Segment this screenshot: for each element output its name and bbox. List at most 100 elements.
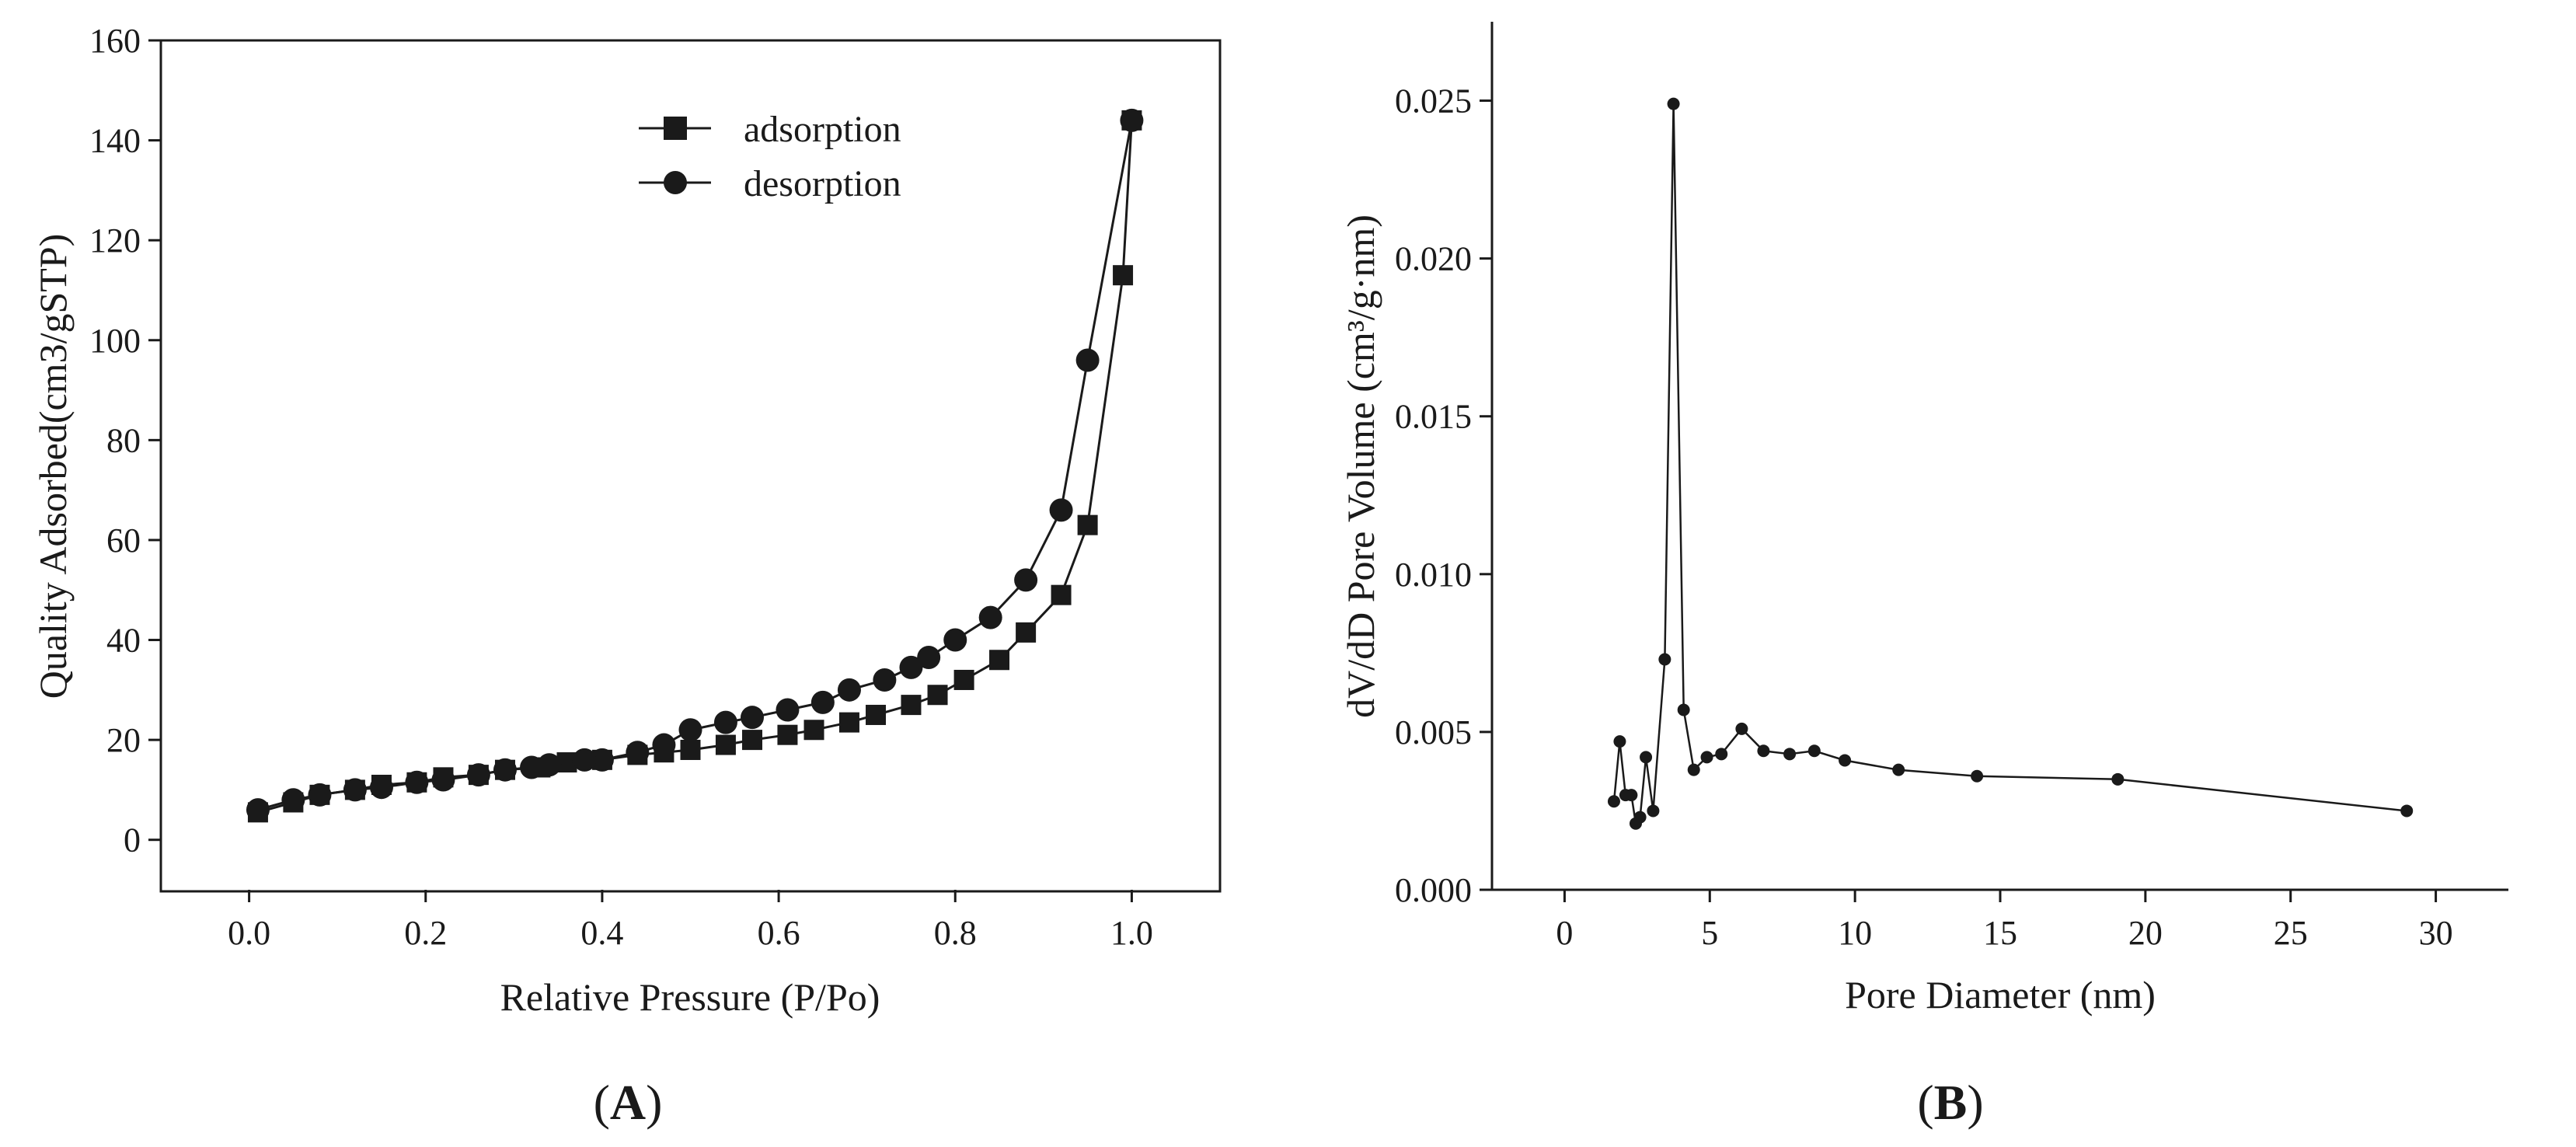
y-tick-label: 20 (106, 721, 141, 759)
data-point-pore-size-distribution (1633, 811, 1647, 824)
data-point-desorption (978, 605, 1002, 629)
data-point-desorption (405, 770, 429, 794)
panel-a-label: (A) (594, 1075, 663, 1130)
x-tick-label: 1.0 (1110, 914, 1153, 952)
data-point-adsorption (742, 730, 763, 751)
series-line-adsorption (257, 120, 1133, 814)
data-point-desorption (943, 628, 967, 652)
data-point-desorption (1014, 568, 1038, 592)
data-point-desorption (246, 798, 270, 822)
x-tick-label: 0.4 (580, 914, 623, 952)
panel-b-pore-distribution-chart: 0 5 10 15 20 25 30 0.0000.0050.0100.0150.0200.… (1339, 22, 2508, 1130)
x-tick-label: 5 (1701, 914, 1718, 952)
data-point-adsorption (927, 685, 948, 706)
data-point-pore-size-distribution (1735, 722, 1748, 735)
data-point-desorption (308, 783, 332, 807)
data-point-adsorption (1077, 514, 1098, 535)
data-point-adsorption (1016, 622, 1037, 643)
data-point-adsorption (901, 695, 922, 716)
data-point-pore-size-distribution (1839, 754, 1852, 767)
panel-b-y-axis-title: dV/dD Pore Volume (cm³/g·nm) (1339, 214, 1382, 718)
data-point-desorption (776, 698, 800, 722)
panel-a-isotherm-chart: 0.0 0.2 0.4 0.6 0.8 1.0 0 20 40 60 80 100 120 140 160… (31, 22, 1222, 1130)
x-tick-label: 0.0 (228, 914, 270, 952)
legend-label-adsorption: adsorption (744, 109, 901, 150)
data-point-desorption (573, 748, 597, 772)
y-tick-label: 0.015 (1395, 398, 1472, 436)
y-tick-label: 60 (106, 521, 141, 560)
y-tick-label: 0.020 (1395, 240, 1472, 278)
data-point-desorption (626, 741, 650, 765)
data-point-adsorption (777, 724, 798, 745)
panel-b-series (1607, 97, 2414, 830)
data-point-desorption (810, 690, 835, 714)
y-tick-label: 0.025 (1395, 82, 1472, 120)
data-point-desorption (713, 710, 737, 734)
x-tick-label: 30 (2419, 914, 2453, 952)
data-point-desorption (899, 655, 923, 679)
panel-a-legend: adsorption desorption (639, 109, 901, 204)
x-tick-label: 0.2 (404, 914, 447, 952)
x-tick-label: 20 (2128, 914, 2163, 952)
data-point-desorption (678, 718, 702, 742)
y-tick-label: 80 (106, 421, 141, 459)
data-point-desorption (917, 646, 941, 670)
data-point-pore-size-distribution (1640, 751, 1653, 764)
data-point-desorption (1075, 348, 1100, 372)
data-point-desorption (431, 768, 455, 792)
data-point-pore-size-distribution (1647, 804, 1660, 818)
data-point-desorption (520, 755, 544, 779)
data-point-desorption (741, 706, 765, 730)
data-point-adsorption (838, 712, 859, 733)
y-tick-label: 100 (89, 322, 141, 360)
panel-a-plot-frame (159, 39, 1222, 893)
panel-a-x-axis-title: Relative Pressure (P/Po) (500, 975, 880, 1019)
data-point-pore-size-distribution (1658, 653, 1671, 666)
data-point-desorption (343, 778, 367, 802)
x-tick-label: 15 (1983, 914, 2017, 952)
data-point-desorption (1049, 498, 1073, 522)
panel-a-x-ticks: 0.0 0.2 0.4 0.6 0.8 1.0 (228, 890, 1153, 952)
data-point-desorption (493, 758, 517, 782)
data-point-pore-size-distribution (1613, 735, 1626, 748)
series-line-desorption (257, 120, 1133, 811)
panel-b-y-ticks: 0.000 0.005 0.010 0.015 0.020 0.025 (1395, 82, 1492, 909)
panel-a-series (246, 108, 1144, 823)
data-point-pore-size-distribution (1677, 703, 1690, 716)
data-point-desorption (281, 788, 305, 812)
data-point-pore-size-distribution (1687, 763, 1700, 776)
series-line-pore-size-distribution (1612, 103, 2407, 826)
x-tick-label: 0 (1556, 914, 1573, 952)
legend-square-marker (664, 117, 687, 140)
x-tick-label: 10 (1838, 914, 1872, 952)
panel-b-x-ticks: 0 5 10 15 20 25 30 (1556, 890, 2453, 952)
data-point-desorption (837, 678, 861, 702)
data-point-desorption (1120, 108, 1144, 132)
data-point-pore-size-distribution (1715, 748, 1728, 761)
data-point-adsorption (1051, 584, 1072, 605)
x-tick-label: 0.6 (758, 914, 800, 952)
data-point-pore-size-distribution (1892, 763, 1905, 776)
y-tick-label: 0 (124, 821, 141, 859)
x-tick-label: 0.8 (934, 914, 977, 952)
panel-a-y-axis-title: Quality Adsorbed(cm3/gSTP) (31, 234, 75, 699)
data-point-adsorption (715, 734, 736, 755)
y-tick-label: 0.000 (1395, 871, 1472, 909)
data-point-pore-size-distribution (1807, 744, 1821, 758)
data-point-pore-size-distribution (1607, 795, 1620, 808)
data-point-desorption (466, 763, 490, 787)
data-point-desorption (652, 733, 676, 757)
data-point-desorption (369, 776, 393, 800)
y-tick-label: 0.005 (1395, 713, 1472, 751)
data-point-adsorption (866, 704, 887, 725)
data-point-desorption (537, 753, 561, 777)
data-point-adsorption (680, 739, 701, 760)
x-tick-label: 25 (2274, 914, 2308, 952)
data-point-pore-size-distribution (1783, 748, 1797, 761)
y-tick-label: 140 (89, 122, 141, 160)
data-point-pore-size-distribution (1700, 751, 1713, 764)
data-point-pore-size-distribution (1667, 97, 1680, 110)
data-point-pore-size-distribution (1757, 744, 1770, 758)
legend-circle-marker (664, 171, 687, 194)
